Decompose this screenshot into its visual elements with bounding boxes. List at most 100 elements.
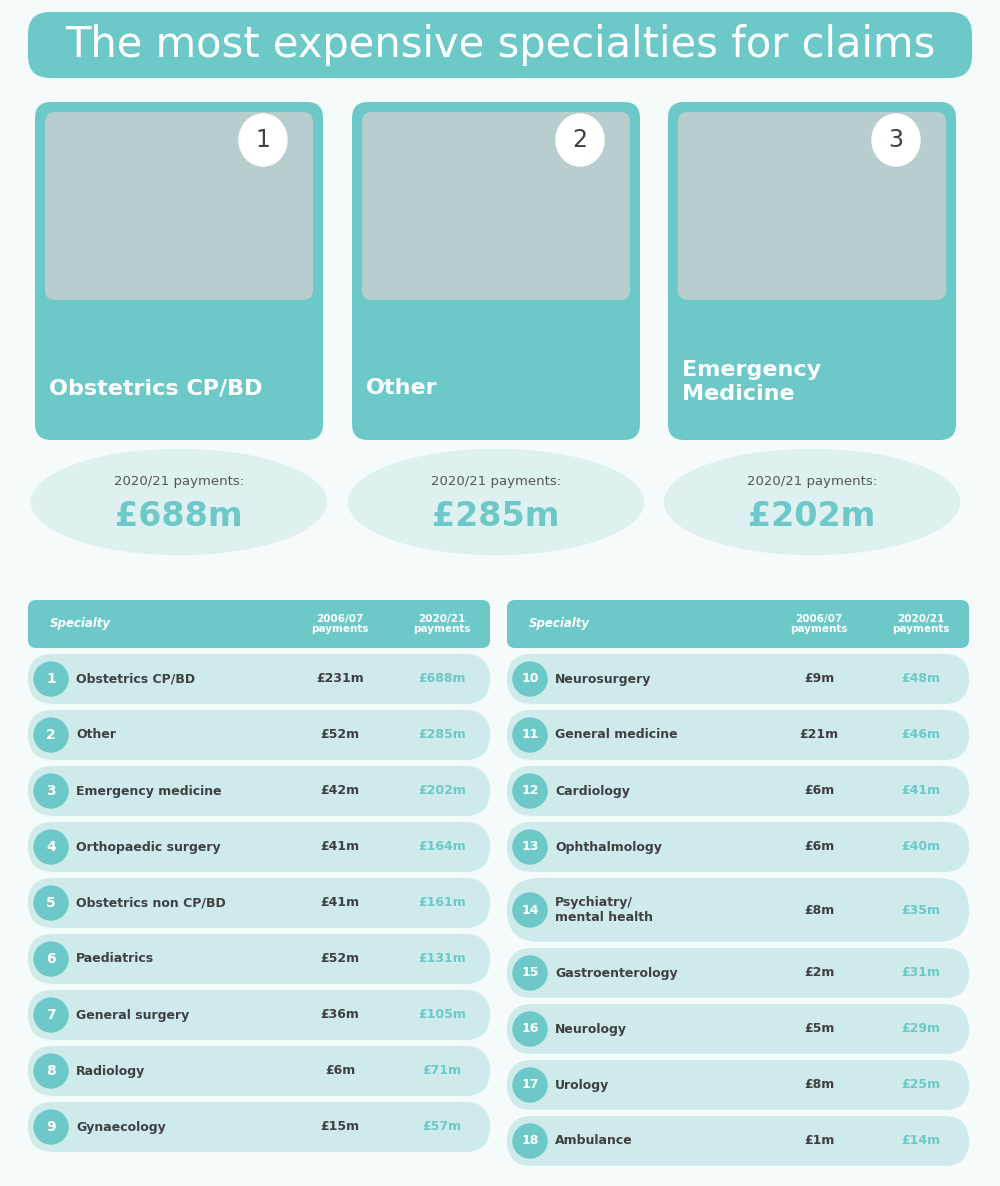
FancyBboxPatch shape: [28, 766, 490, 816]
FancyBboxPatch shape: [362, 111, 630, 300]
Text: Specialty: Specialty: [529, 618, 590, 631]
Text: £42m: £42m: [320, 784, 360, 797]
Text: Ambulance: Ambulance: [555, 1135, 633, 1148]
FancyBboxPatch shape: [28, 12, 972, 78]
Text: £285m: £285m: [432, 499, 560, 533]
Text: Psychiatry/
mental health: Psychiatry/ mental health: [555, 895, 653, 924]
Circle shape: [34, 662, 68, 696]
FancyBboxPatch shape: [45, 111, 313, 300]
Circle shape: [513, 1124, 547, 1158]
Text: Gastroenterology: Gastroenterology: [555, 967, 678, 980]
Text: 3: 3: [46, 784, 56, 798]
Text: 1: 1: [256, 128, 270, 152]
Ellipse shape: [32, 449, 326, 555]
Text: 2: 2: [572, 128, 588, 152]
Text: 14: 14: [521, 904, 539, 917]
Text: £35m: £35m: [902, 904, 940, 917]
Text: Other: Other: [76, 728, 116, 741]
FancyBboxPatch shape: [507, 1116, 969, 1166]
FancyBboxPatch shape: [28, 710, 490, 760]
Text: 3: 3: [889, 128, 904, 152]
Text: £5m: £5m: [804, 1022, 834, 1035]
Text: 16: 16: [521, 1022, 539, 1035]
Text: The most expensive specialties for claims: The most expensive specialties for claim…: [65, 24, 935, 66]
Text: £164m: £164m: [418, 841, 466, 854]
Text: £161m: £161m: [418, 897, 466, 910]
Text: Neurosurgery: Neurosurgery: [555, 672, 651, 686]
Text: Obstetrics non CP/BD: Obstetrics non CP/BD: [76, 897, 226, 910]
Circle shape: [34, 830, 68, 863]
FancyBboxPatch shape: [28, 1102, 490, 1152]
Text: Gynaecology: Gynaecology: [76, 1121, 166, 1134]
Text: Emergency medicine: Emergency medicine: [76, 784, 222, 797]
Text: £202m: £202m: [748, 499, 876, 533]
Text: 6: 6: [46, 952, 56, 967]
Text: Cardiology: Cardiology: [555, 784, 630, 797]
Text: 7: 7: [46, 1008, 56, 1022]
Text: £9m: £9m: [804, 672, 834, 686]
Text: 2020/21
payments: 2020/21 payments: [892, 613, 950, 635]
Text: Neurology: Neurology: [555, 1022, 627, 1035]
Text: £71m: £71m: [422, 1065, 462, 1078]
Text: 1: 1: [46, 672, 56, 686]
Circle shape: [513, 830, 547, 863]
Text: £1m: £1m: [804, 1135, 834, 1148]
Text: £41m: £41m: [320, 897, 360, 910]
Circle shape: [513, 893, 547, 927]
Ellipse shape: [349, 449, 644, 555]
Text: General surgery: General surgery: [76, 1008, 189, 1021]
Text: £52m: £52m: [320, 728, 360, 741]
FancyBboxPatch shape: [28, 653, 490, 704]
Text: £131m: £131m: [418, 952, 466, 965]
Text: £14m: £14m: [901, 1135, 941, 1148]
Ellipse shape: [872, 114, 920, 166]
Text: 10: 10: [521, 672, 539, 686]
Text: £6m: £6m: [804, 784, 834, 797]
Text: 2006/07
payments: 2006/07 payments: [311, 613, 369, 635]
Text: Radiology: Radiology: [76, 1065, 145, 1078]
Text: £25m: £25m: [901, 1078, 941, 1091]
Text: Paediatrics: Paediatrics: [76, 952, 154, 965]
FancyBboxPatch shape: [678, 111, 946, 300]
Text: £29m: £29m: [902, 1022, 940, 1035]
Text: 2006/07
payments: 2006/07 payments: [790, 613, 848, 635]
Text: £202m: £202m: [418, 784, 466, 797]
Text: £41m: £41m: [320, 841, 360, 854]
Text: 2020/21 payments:: 2020/21 payments:: [114, 476, 244, 489]
FancyBboxPatch shape: [507, 766, 969, 816]
Text: £41m: £41m: [901, 784, 941, 797]
Text: £688m: £688m: [418, 672, 466, 686]
Text: £231m: £231m: [316, 672, 364, 686]
Text: Orthopaedic surgery: Orthopaedic surgery: [76, 841, 221, 854]
Text: £6m: £6m: [804, 841, 834, 854]
Text: £6m: £6m: [325, 1065, 355, 1078]
Text: £31m: £31m: [902, 967, 940, 980]
Text: 2020/21
payments: 2020/21 payments: [413, 613, 471, 635]
FancyBboxPatch shape: [28, 600, 490, 648]
Text: 18: 18: [521, 1135, 539, 1148]
FancyBboxPatch shape: [507, 600, 969, 648]
Text: £40m: £40m: [901, 841, 941, 854]
Text: 17: 17: [521, 1078, 539, 1091]
Text: Urology: Urology: [555, 1078, 609, 1091]
Circle shape: [34, 886, 68, 920]
Text: 4: 4: [46, 840, 56, 854]
Text: 8: 8: [46, 1064, 56, 1078]
Text: Other: Other: [366, 378, 438, 398]
Text: Obstetrics CP/BD: Obstetrics CP/BD: [76, 672, 195, 686]
Text: £52m: £52m: [320, 952, 360, 965]
FancyBboxPatch shape: [668, 102, 956, 440]
Ellipse shape: [664, 449, 960, 555]
FancyBboxPatch shape: [35, 102, 323, 440]
Text: 9: 9: [46, 1120, 56, 1134]
Text: Ophthalmology: Ophthalmology: [555, 841, 662, 854]
Circle shape: [34, 1054, 68, 1088]
FancyBboxPatch shape: [507, 948, 969, 997]
Text: General medicine: General medicine: [555, 728, 678, 741]
Text: 2020/21 payments:: 2020/21 payments:: [431, 476, 561, 489]
FancyBboxPatch shape: [352, 102, 640, 440]
FancyBboxPatch shape: [507, 822, 969, 872]
Text: £46m: £46m: [902, 728, 940, 741]
FancyBboxPatch shape: [507, 1005, 969, 1054]
FancyBboxPatch shape: [28, 1046, 490, 1096]
